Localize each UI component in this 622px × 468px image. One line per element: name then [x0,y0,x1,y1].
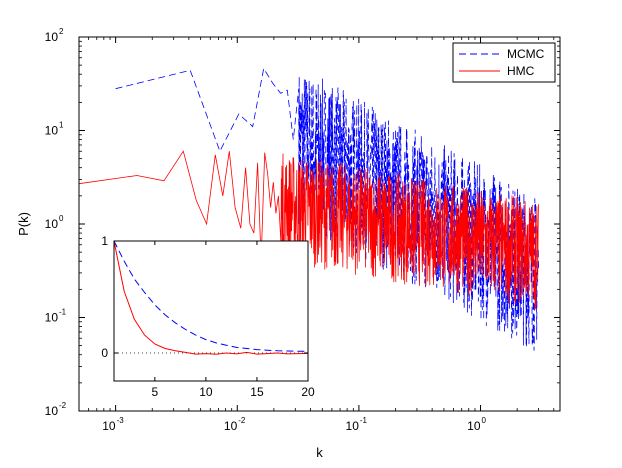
x-tick-exponent: -3 [117,416,125,425]
x-tick-base: 10 [224,419,238,433]
inset-x-tick-label: 20 [301,385,315,399]
y-tick-base: 10 [45,311,59,325]
x-tick-label: 10 0 [467,416,486,433]
y-tick-base: 10 [45,30,59,44]
inset-series-mcmc [113,240,309,352]
y-tick-base: 10 [45,404,59,418]
inset-x-tick-label: 10 [199,385,213,399]
x-tick-label: 10 -2 [224,416,246,433]
y-tick-exponent: 0 [59,214,64,223]
inset-y-tick-label: 0 [101,346,108,360]
x-tick-exponent: 0 [482,416,487,425]
y-tick-label: 10 -2 [45,401,67,418]
inset-x-tick-label: 15 [250,385,264,399]
x-tick-base: 10 [346,419,360,433]
y-tick-base: 10 [45,124,59,138]
legend-label-hmc: HMC [507,64,535,78]
y-tick-label: 10 2 [45,27,64,44]
y-tick-exponent: 1 [59,121,64,130]
inset-y-tick-label: 1 [101,234,108,248]
y-tick-label: 10 0 [45,214,64,231]
x-axis-label: k [316,445,323,460]
y-tick-exponent: -2 [59,401,67,410]
x-tick-label: 10 -3 [102,416,124,433]
y-tick-label: 10 -1 [45,308,67,325]
legend-box [452,42,556,83]
inset-background [114,241,308,381]
legend: MCMC HMC [452,42,556,83]
series-line-hmc [78,150,539,310]
y-tick-exponent: -1 [59,308,67,317]
y-axis-label: P(k) [16,212,31,236]
legend-label-mcmc: MCMC [507,47,545,61]
x-tick-exponent: -1 [360,416,368,425]
x-tick-base: 10 [467,419,481,433]
y-tick-base: 10 [45,217,59,231]
x-tick-base: 10 [102,419,116,433]
series-line-mcmc [115,67,539,351]
inset-plot: 5 10 15 20 0 1 [101,234,315,399]
inset-series-hmc [113,240,309,355]
x-tick-exponent: -2 [238,416,246,425]
inset-frame [113,240,309,382]
y-tick-exponent: 2 [59,27,64,36]
x-tick-label: 10 -1 [346,416,368,433]
inset-x-tick-label: 5 [151,385,158,399]
y-tick-label: 10 1 [45,121,64,138]
